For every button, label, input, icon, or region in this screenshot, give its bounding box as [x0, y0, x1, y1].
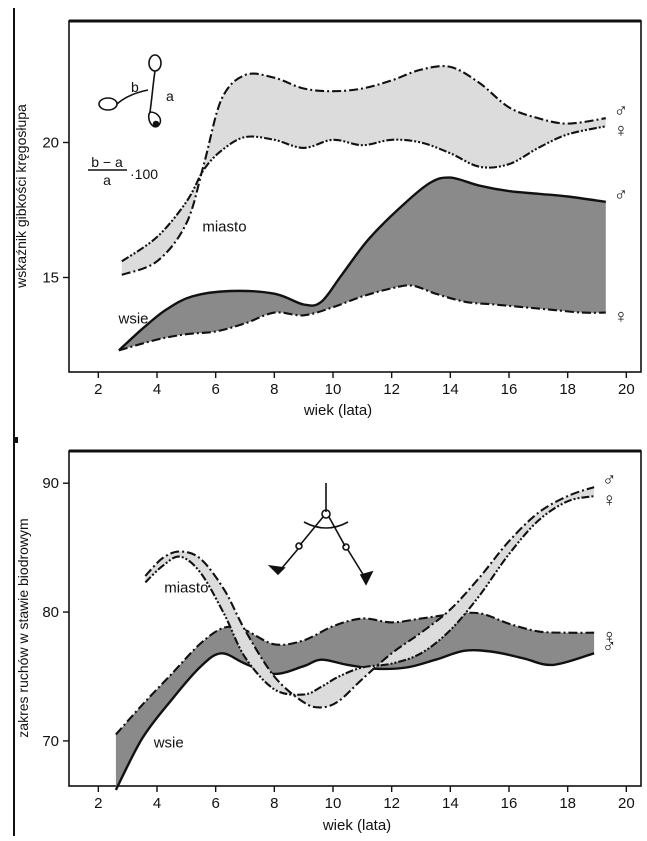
foot-right: [359, 570, 374, 586]
x-tick-label: 8: [270, 381, 278, 398]
series-symbol-miasto-boys: ♂: [614, 101, 628, 122]
spine-arc-b: [116, 89, 149, 105]
series-line-miasto-boys: [144, 486, 595, 709]
group-label-miasto: miasto: [202, 219, 246, 236]
x-tick-label: 12: [383, 795, 400, 812]
band-wsie: [115, 612, 595, 790]
spine-arc-a: [149, 70, 156, 113]
y-tick-label: 20: [42, 135, 59, 152]
hip-joint: [321, 509, 331, 519]
x-tick-label: 6: [211, 795, 219, 812]
leg-right-lower: [347, 549, 365, 577]
panel-b-marker: [14, 437, 18, 443]
y-axis-label: wskaźnik gibkości kręgosłupa: [13, 104, 29, 289]
band-miasto: [145, 487, 595, 708]
x-axis-label: wiek (lata): [303, 402, 372, 419]
x-tick-label: 6: [211, 381, 219, 398]
x-tick-label: 4: [153, 381, 161, 398]
pivot-point: [152, 120, 160, 128]
label-b: b: [131, 79, 139, 95]
y-tick-label: 90: [42, 475, 59, 492]
formula-denominator: a: [103, 172, 111, 188]
series-line-wsie-boys: [114, 648, 595, 791]
head-shape: [98, 97, 118, 111]
foot-left: [267, 564, 286, 576]
x-tick-label: 18: [559, 795, 576, 812]
x-tick-label: 16: [501, 381, 518, 398]
x-tick-label: 8: [270, 795, 278, 812]
y-axis-label: zakres ruchów w stawie biodrowym: [15, 518, 31, 737]
x-tick-label: 16: [501, 795, 518, 812]
group-label-wsie: wsie: [153, 734, 184, 751]
x-tick-label: 2: [94, 795, 102, 812]
group-label-wsie: wsie: [118, 310, 149, 327]
label-a: a: [166, 88, 174, 104]
spine-figure-illustration: [98, 54, 162, 128]
x-tick-label: 10: [325, 381, 342, 398]
y-tick-label: 70: [42, 733, 59, 750]
leg-right-upper: [328, 516, 346, 547]
x-tick-label: 14: [442, 381, 459, 398]
band-miasto: [121, 66, 606, 275]
knee-right: [342, 543, 350, 551]
series-symbol-miasto-girls: ♀: [614, 120, 628, 141]
x-tick-label: 14: [442, 795, 459, 812]
goniometer-illustration: [267, 483, 374, 586]
series-symbol-wsie-girls: ♀: [602, 627, 616, 648]
x-tick-label: 10: [325, 795, 342, 812]
formula-numerator: b − a: [91, 154, 123, 170]
formula-multiplier: ·100: [130, 166, 158, 182]
x-tick-label: 2: [94, 381, 102, 398]
y-tick-label: 15: [42, 270, 59, 287]
x-axis-label: wiek (lata): [322, 817, 391, 834]
band-wsie: [118, 177, 606, 351]
series-line-wsie-boys: [118, 176, 606, 352]
x-tick-label: 20: [618, 381, 635, 398]
series-line-wsie-girls: [118, 284, 606, 352]
series-line-wsie-girls: [115, 611, 595, 736]
leg-left-upper: [299, 516, 324, 546]
x-tick-label: 20: [618, 795, 635, 812]
series-symbol-miasto-girls: ♀: [602, 490, 616, 511]
foot-shape: [148, 54, 162, 72]
knee-left: [295, 542, 303, 550]
series-symbol-wsie-girls: ♀: [614, 307, 628, 328]
series-symbol-wsie-boys: ♂: [614, 185, 628, 206]
series-line-miasto-boys: [121, 64, 606, 276]
series-symbol-wsie-boys: ♂: [602, 636, 616, 657]
x-tick-label: 18: [559, 381, 576, 398]
x-tick-label: 12: [383, 381, 400, 398]
x-tick-label: 4: [153, 795, 161, 812]
group-label-miasto: miasto: [164, 580, 208, 597]
leg-left-lower: [281, 548, 299, 569]
y-tick-label: 80: [42, 604, 59, 621]
series-line-miasto-girls: [144, 495, 595, 696]
series-line-miasto-girls: [121, 125, 607, 263]
series-symbol-miasto-boys: ♂: [602, 470, 616, 491]
angle-arc: [303, 521, 349, 529]
